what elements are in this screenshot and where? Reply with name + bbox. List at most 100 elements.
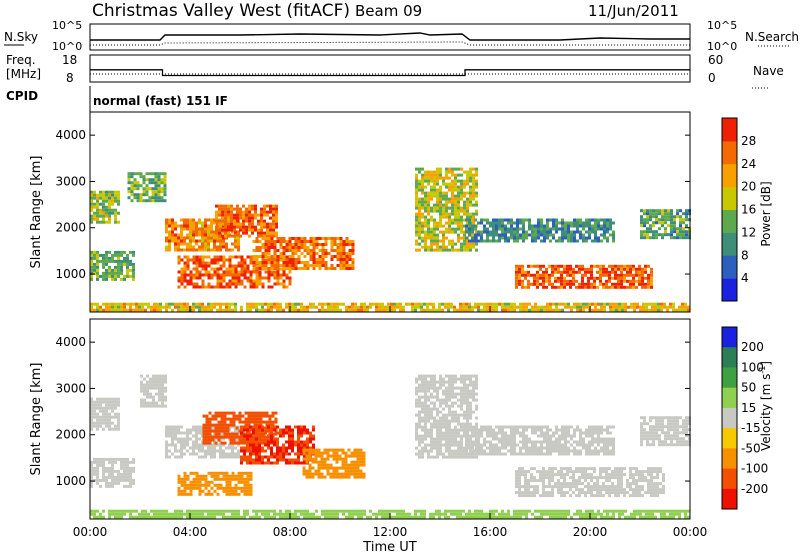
range-cell [664,215,667,219]
range-cell [117,256,120,260]
range-cell [201,224,204,228]
range-cell [96,308,99,312]
range-cell [152,383,155,387]
range-cell [445,230,448,234]
range-cell [282,282,286,286]
range-cell [246,276,250,280]
range-cell [274,417,278,421]
range-cell [315,305,318,309]
range-cell [285,243,289,246]
range-cell [108,475,111,479]
range-cell [588,236,591,240]
range-cell [186,242,189,246]
range-cell [210,471,214,475]
range-cell [246,279,250,283]
range-cell [262,411,266,415]
range-cell [531,431,534,435]
range-cell [472,212,475,216]
range-cell [180,282,184,286]
range-cell [649,236,652,240]
range-cell [297,458,300,462]
range-cell [448,440,451,444]
range-cell [427,224,430,228]
range-cell [442,383,445,387]
range-cell [430,434,433,438]
range-cell [536,282,539,286]
range-cell [201,273,205,277]
range-cell [288,243,292,246]
range-cell [336,255,340,258]
range-cell [180,440,183,444]
range-cell [590,270,593,274]
range-cell [282,249,286,252]
range-cell [585,236,588,240]
range-cell [231,255,235,259]
range-cell [504,308,507,312]
range-cell [174,455,177,459]
range-cell [390,305,393,309]
range-cell [421,380,424,384]
range-cell [507,440,510,444]
range-cell [537,230,540,234]
range-cell [641,273,644,277]
range-cell [585,305,588,309]
range-cell [393,308,396,312]
range-cell [189,236,192,240]
range-cell [492,239,495,243]
range-cell [234,474,238,478]
range-cell [350,463,354,467]
range-cell [448,389,451,393]
range-cell [549,434,552,438]
range-cell [111,193,114,197]
range-cell [198,273,202,277]
range-cell [436,392,439,396]
range-cell [450,302,453,306]
range-cell [300,240,304,243]
range-cell [311,451,315,455]
range-cell [256,414,260,418]
range-cell [261,302,264,306]
range-cell [222,308,225,312]
range-cell [433,209,436,213]
range-cell [270,267,274,270]
range-cell [294,237,298,240]
range-cell [445,209,448,213]
range-cell [195,480,199,484]
range-cell [285,425,288,429]
range-cell [612,230,615,234]
range-cell [99,397,102,401]
range-cell [215,213,218,217]
range-cell [171,218,174,222]
range-cell [243,449,246,453]
range-cell [236,216,239,220]
range-cell [297,434,300,438]
range-cell [486,230,489,234]
range-cell [543,437,546,441]
range-cell [507,236,510,240]
range-cell [288,425,291,429]
range-cell [433,437,436,441]
range-cell [244,417,248,421]
range-cell [442,209,445,213]
range-cell [205,417,209,421]
range-cell [581,285,584,289]
range-cell [519,449,522,453]
range-cell [233,219,236,223]
range-cell [249,270,253,274]
range-cell [309,305,312,309]
range-cell [527,279,530,283]
range-cell [240,261,244,265]
range-cell [148,178,152,182]
range-cell [415,230,418,234]
range-cell [417,302,420,306]
range-cell [549,449,552,453]
range-cell [463,401,466,405]
range-cell [291,255,295,258]
range-cell [463,179,466,183]
range-cell [252,255,256,258]
range-cell [180,227,183,231]
range-cell [120,268,123,272]
range-cell [447,302,450,306]
range-cell [612,236,615,240]
range-cell [465,218,468,222]
